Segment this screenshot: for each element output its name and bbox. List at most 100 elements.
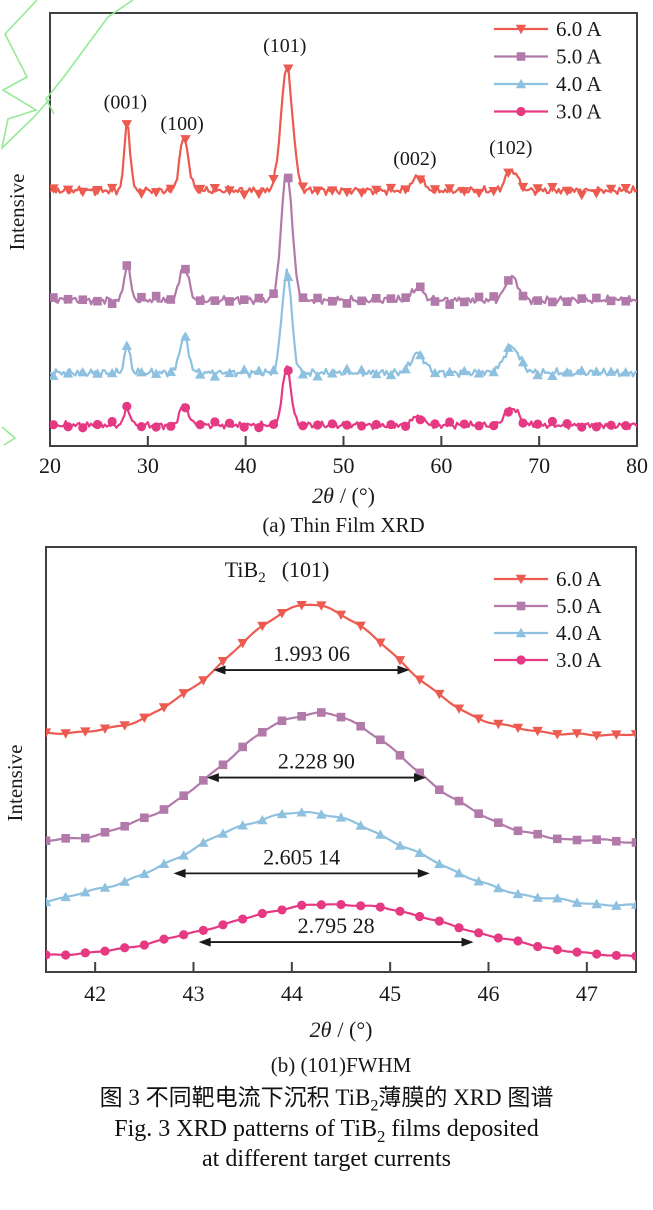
caption-en1-text2: films deposited bbox=[385, 1115, 539, 1142]
triangle-down-marker-icon bbox=[488, 186, 499, 197]
circle-marker-icon bbox=[254, 423, 264, 433]
circle-marker-icon bbox=[80, 948, 90, 958]
circle-marker-icon bbox=[474, 421, 484, 431]
triangle-up-marker-icon bbox=[312, 371, 323, 381]
triangle-down-marker-icon bbox=[237, 638, 248, 649]
square-marker-icon bbox=[430, 297, 440, 306]
square-marker-icon bbox=[297, 711, 306, 721]
square-marker-icon bbox=[100, 827, 110, 837]
square-marker-icon bbox=[553, 834, 562, 844]
square-marker-icon bbox=[474, 809, 483, 818]
triangle-up-marker-icon bbox=[473, 368, 485, 378]
triangle-up-marker-icon bbox=[150, 368, 162, 378]
triangle-up-marker-icon bbox=[60, 891, 71, 902]
fwhm-annotation-3-0-a: 2.795 28 bbox=[198, 913, 474, 947]
triangle-down-marker-icon bbox=[517, 182, 529, 193]
circle-marker-icon bbox=[239, 422, 249, 432]
chart-subtitle: (a) Thin Film XRD bbox=[262, 513, 424, 537]
circle-marker-icon bbox=[454, 923, 464, 933]
triangle-up-marker-icon bbox=[217, 828, 229, 838]
y-axis-label: Intensive bbox=[5, 174, 29, 251]
triangle-up-marker-icon bbox=[296, 807, 307, 817]
circle-marker-icon bbox=[92, 419, 103, 430]
triangle-down-marker-icon bbox=[268, 174, 279, 185]
triangle-down-marker-icon bbox=[561, 186, 573, 197]
triangle-down-marker-icon bbox=[238, 190, 250, 200]
circle-marker-icon bbox=[489, 420, 499, 431]
fwhm-value: 2.228 90 bbox=[278, 749, 355, 774]
square-marker-icon bbox=[93, 296, 102, 306]
triangle-up-marker-icon bbox=[591, 898, 602, 909]
legend-item-4-0-a: 4.0 A bbox=[494, 621, 602, 645]
triangle-down-marker-icon bbox=[194, 184, 206, 195]
circle-marker-icon bbox=[179, 930, 189, 940]
circle-marker-icon bbox=[159, 934, 169, 944]
triangle-up-marker-icon bbox=[316, 809, 327, 819]
triangle-down-marker-icon bbox=[150, 188, 162, 198]
circle-marker-icon bbox=[592, 949, 602, 959]
triangle-down-marker-icon bbox=[371, 185, 382, 196]
arrow-right-icon bbox=[397, 665, 410, 675]
series-group bbox=[50, 64, 637, 433]
peak-label-001: (001) bbox=[104, 92, 147, 114]
square-marker-icon bbox=[317, 708, 326, 717]
triangle-up-marker-icon bbox=[237, 820, 248, 830]
triangle-down-marker-icon bbox=[385, 183, 397, 194]
square-marker-icon bbox=[137, 292, 146, 302]
circle-marker-icon bbox=[151, 422, 161, 432]
square-marker-icon bbox=[140, 813, 149, 823]
caption-zh-text2: 薄膜的 XRD 图谱 bbox=[378, 1085, 554, 1110]
legend-label: 6.0 A bbox=[556, 567, 602, 591]
circle-marker-icon bbox=[210, 417, 220, 427]
triangle-down-marker-icon bbox=[253, 189, 265, 200]
circle-marker-icon bbox=[547, 416, 557, 426]
square-marker-icon bbox=[460, 297, 469, 307]
fwhm-annotation-6-0-a: 1.993 06 bbox=[213, 641, 410, 675]
triangle-down-marker-icon bbox=[515, 24, 527, 35]
circle-marker-icon bbox=[459, 419, 469, 429]
y-axis-label: Intensive bbox=[3, 745, 27, 822]
triangle-down-marker-icon bbox=[316, 601, 327, 611]
x-tick-label: 47 bbox=[576, 981, 598, 1006]
triangle-up-marker-icon bbox=[253, 365, 265, 375]
triangle-up-marker-icon bbox=[385, 369, 397, 380]
square-marker-icon bbox=[258, 727, 267, 737]
square-marker-icon bbox=[199, 776, 208, 785]
triangle-up-marker-icon bbox=[165, 366, 177, 376]
series-5-0-a bbox=[46, 708, 636, 847]
triangle-up-marker-icon bbox=[180, 331, 191, 341]
triangle-down-marker-icon bbox=[335, 610, 347, 621]
caption-en-line2: at different target currents bbox=[202, 1146, 451, 1173]
arrow-left-icon bbox=[213, 665, 226, 675]
triangle-down-marker-icon bbox=[180, 135, 191, 145]
triangle-up-marker-icon bbox=[276, 808, 288, 819]
triangle-up-marker-icon bbox=[429, 367, 441, 378]
square-marker-icon bbox=[612, 836, 621, 846]
square-marker-icon bbox=[254, 293, 264, 303]
triangle-down-marker-icon bbox=[224, 186, 235, 196]
triangle-down-marker-icon bbox=[453, 704, 465, 714]
triangle-up-marker-icon bbox=[571, 897, 583, 907]
square-marker-icon bbox=[516, 601, 526, 611]
triangle-down-marker-icon bbox=[459, 187, 470, 197]
circle-marker-icon bbox=[606, 420, 616, 430]
circle-marker-icon bbox=[493, 933, 503, 943]
x-tick-label: 80 bbox=[626, 453, 648, 478]
peak-label-102: (102) bbox=[489, 137, 532, 159]
triangle-down-marker-icon bbox=[515, 574, 527, 585]
square-marker-icon bbox=[592, 835, 601, 844]
circle-marker-icon bbox=[401, 421, 411, 432]
square-marker-icon bbox=[435, 785, 444, 795]
triangle-down-marker-icon bbox=[512, 723, 524, 734]
arrow-right-icon bbox=[417, 868, 430, 878]
square-marker-icon bbox=[122, 261, 132, 270]
circle-marker-icon bbox=[516, 655, 526, 665]
triangle-down-marker-icon bbox=[434, 689, 445, 700]
triangle-up-marker-icon bbox=[178, 850, 189, 860]
triangle-up-marker-icon bbox=[512, 888, 524, 899]
triangle-down-marker-icon bbox=[198, 676, 209, 686]
x-axis-label: 2θ / (°) bbox=[312, 483, 375, 508]
square-marker-icon bbox=[474, 292, 484, 302]
triangle-down-marker-icon bbox=[158, 703, 170, 713]
x-tick-label: 20 bbox=[39, 453, 61, 478]
